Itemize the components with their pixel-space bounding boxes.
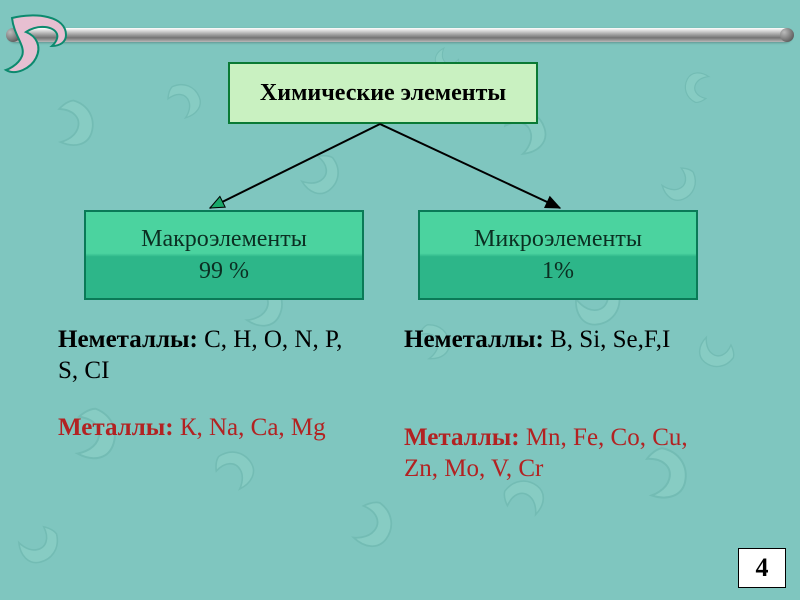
macro-nonmetals-text: Неметаллы: С, Н, О, N, P, S, CI <box>58 324 358 387</box>
micro-metals-text: Металлы: Mn, Fe, Co, Cu, Zn, Mo, V, Cr <box>404 422 704 485</box>
root-box-label: Химические элементы <box>260 78 506 108</box>
macro-value: 99 % <box>199 256 249 286</box>
macro-nonmetals-label: Неметаллы: <box>58 326 198 353</box>
macro-metals-value: К, Na, Ca, Mg <box>174 414 326 441</box>
micro-nonmetals-label: Неметаллы: <box>404 326 544 353</box>
decorative-horizontal-bar <box>8 28 792 42</box>
child-box-macroelements: Макроэлементы 99 % <box>84 210 364 300</box>
micro-nonmetals-text: Неметаллы: B, Si, Se,F,I <box>404 324 704 355</box>
macro-title: Макроэлементы <box>141 224 307 254</box>
macro-metals-text: Металлы: К, Na, Ca, Mg <box>58 412 358 443</box>
decorative-hook-icon <box>2 10 70 80</box>
page-number: 4 <box>738 548 786 588</box>
micro-nonmetals-value: B, Si, Se,F,I <box>544 326 671 353</box>
micro-value: 1% <box>542 256 574 286</box>
micro-metals-label: Металлы: <box>404 424 520 451</box>
micro-title: Микроэлементы <box>474 224 642 254</box>
page-number-value: 4 <box>756 553 769 583</box>
child-box-microelements: Микроэлементы 1% <box>418 210 698 300</box>
root-box-chemical-elements: Химические элементы <box>228 62 538 124</box>
macro-metals-label: Металлы: <box>58 414 174 441</box>
